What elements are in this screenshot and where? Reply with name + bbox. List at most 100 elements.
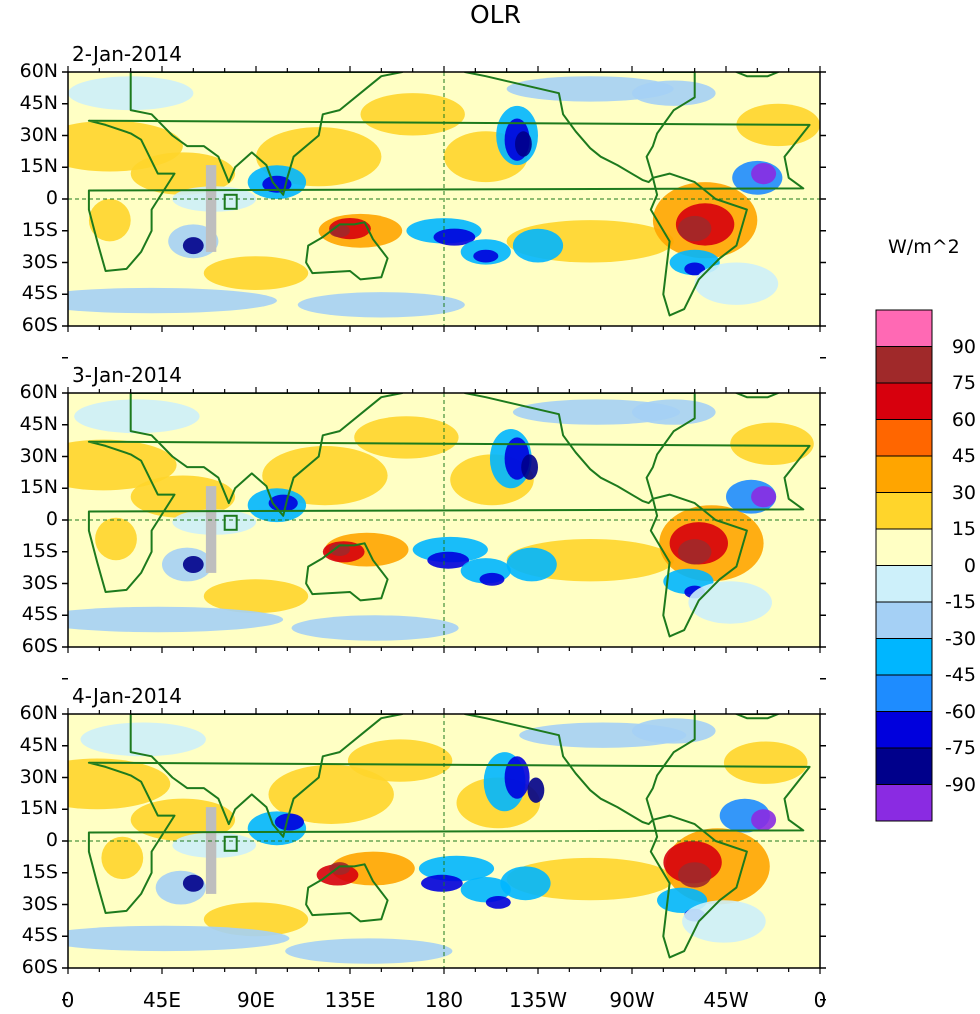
anomaly-region — [203, 579, 309, 614]
lat-label: 30S — [21, 250, 58, 273]
lat-label: 60N — [19, 60, 58, 82]
anomaly-region — [527, 777, 545, 803]
continent-outline — [305, 221, 389, 281]
colorbar-swatch — [875, 784, 933, 822]
anomaly-region — [68, 758, 171, 810]
anomaly-region — [268, 764, 394, 825]
anomaly-region — [694, 262, 779, 305]
colorbar-units: W/m^2 — [888, 236, 960, 258]
continent-outline — [87, 761, 811, 914]
map-panel-3 — [62, 708, 826, 1001]
colorbar-label: 90 — [951, 335, 976, 358]
lon-label: 135E — [324, 988, 376, 1012]
continent-outline — [87, 440, 811, 593]
continent-outline — [129, 72, 404, 196]
anomaly-region — [291, 615, 459, 641]
lon-label: 135W — [509, 988, 567, 1012]
colorbar-swatch — [875, 382, 933, 420]
lon-label: 0 — [61, 988, 75, 1012]
continent-outline — [463, 393, 696, 505]
lat-label: 15S — [21, 539, 58, 562]
colorbar-swatch — [875, 419, 933, 457]
anomaly-region — [730, 422, 814, 465]
colorbar-label: -45 — [944, 664, 976, 686]
anomaly-region — [678, 539, 712, 565]
continent-outline — [735, 714, 780, 720]
colorbar-label: 75 — [951, 372, 976, 394]
continent-outline — [735, 393, 780, 399]
lat-label: 15S — [21, 860, 58, 883]
panel-date-3: 4-Jan-2014 — [72, 684, 182, 708]
anomaly-region — [506, 547, 557, 582]
missing-data-patch — [205, 165, 217, 252]
colorbar-label: -90 — [944, 773, 976, 796]
continent-outline — [735, 72, 780, 78]
colorbar-swatch — [875, 565, 933, 603]
olr-anomaly-field — [68, 399, 814, 641]
lon-label: 90W — [609, 988, 655, 1012]
colorbar-label: 0 — [963, 554, 976, 577]
lat-label: 60N — [19, 702, 58, 724]
coastlines — [87, 714, 811, 959]
colorbar-label: 30 — [951, 481, 976, 504]
colorbar-swatch — [875, 711, 933, 749]
continent-outline — [463, 72, 696, 184]
anomaly-region — [182, 237, 204, 255]
colorbar-swatch — [875, 528, 933, 566]
continent-outline — [129, 714, 404, 838]
anomaly-region — [512, 228, 564, 263]
anomaly-region — [421, 874, 463, 892]
colorbar-label: 60 — [951, 408, 976, 431]
lat-label: 15N — [19, 155, 58, 178]
colorbar-swatch — [875, 674, 933, 712]
colorbar-label: 45 — [951, 445, 976, 467]
anomaly-region — [68, 606, 284, 633]
anomaly-region — [504, 756, 530, 799]
lat-label: 60S — [21, 635, 58, 657]
island-outline — [223, 835, 238, 852]
anomaly-region — [74, 399, 200, 434]
lat-label: 45S — [21, 282, 58, 305]
coastlines — [87, 393, 811, 638]
continent-outline — [463, 714, 696, 826]
anomaly-region — [182, 874, 204, 892]
lat-label: 45N — [19, 412, 58, 435]
map-panel-2 — [62, 387, 826, 680]
lat-label: 30N — [19, 765, 58, 788]
panel-date-2: 3-Jan-2014 — [72, 363, 182, 387]
lat-label: 30S — [21, 892, 58, 915]
anomaly-region — [285, 938, 453, 964]
lat-label: 30N — [19, 444, 58, 467]
continent-outline — [649, 172, 748, 317]
lat-label: 60N — [19, 381, 58, 403]
lat-label: 30S — [21, 571, 58, 594]
anomaly-region — [88, 199, 131, 242]
anomaly-region — [262, 446, 388, 506]
lat-label: 45S — [21, 603, 58, 626]
missing-data-patch — [205, 807, 217, 894]
lon-label: 90E — [236, 988, 276, 1012]
colorbar-label: -75 — [944, 737, 976, 759]
map-panel-1 — [62, 66, 826, 359]
lat-label: 0 — [45, 829, 58, 851]
island-outline — [223, 193, 238, 210]
lon-label: 180 — [424, 988, 464, 1012]
colorbar-swatch — [875, 455, 933, 493]
anomaly-region — [751, 486, 777, 508]
anomaly-region — [751, 163, 777, 185]
lat-label: 45S — [21, 924, 58, 947]
colorbar-swatch — [875, 638, 933, 676]
lat-label: 30N — [19, 123, 58, 146]
anomaly-region — [500, 866, 551, 901]
anomaly-region — [427, 551, 470, 569]
colorbar-swatch — [875, 309, 933, 347]
anomaly-region — [354, 416, 459, 459]
anomaly-region — [515, 131, 532, 157]
lon-label: 45W — [703, 988, 749, 1012]
colorbar — [875, 309, 933, 822]
lat-label: 45N — [19, 733, 58, 756]
continent-outline — [649, 814, 748, 959]
colorbar-label: -60 — [944, 700, 976, 723]
lat-label: 0 — [45, 508, 58, 530]
lon-label: 0 — [813, 988, 827, 1012]
